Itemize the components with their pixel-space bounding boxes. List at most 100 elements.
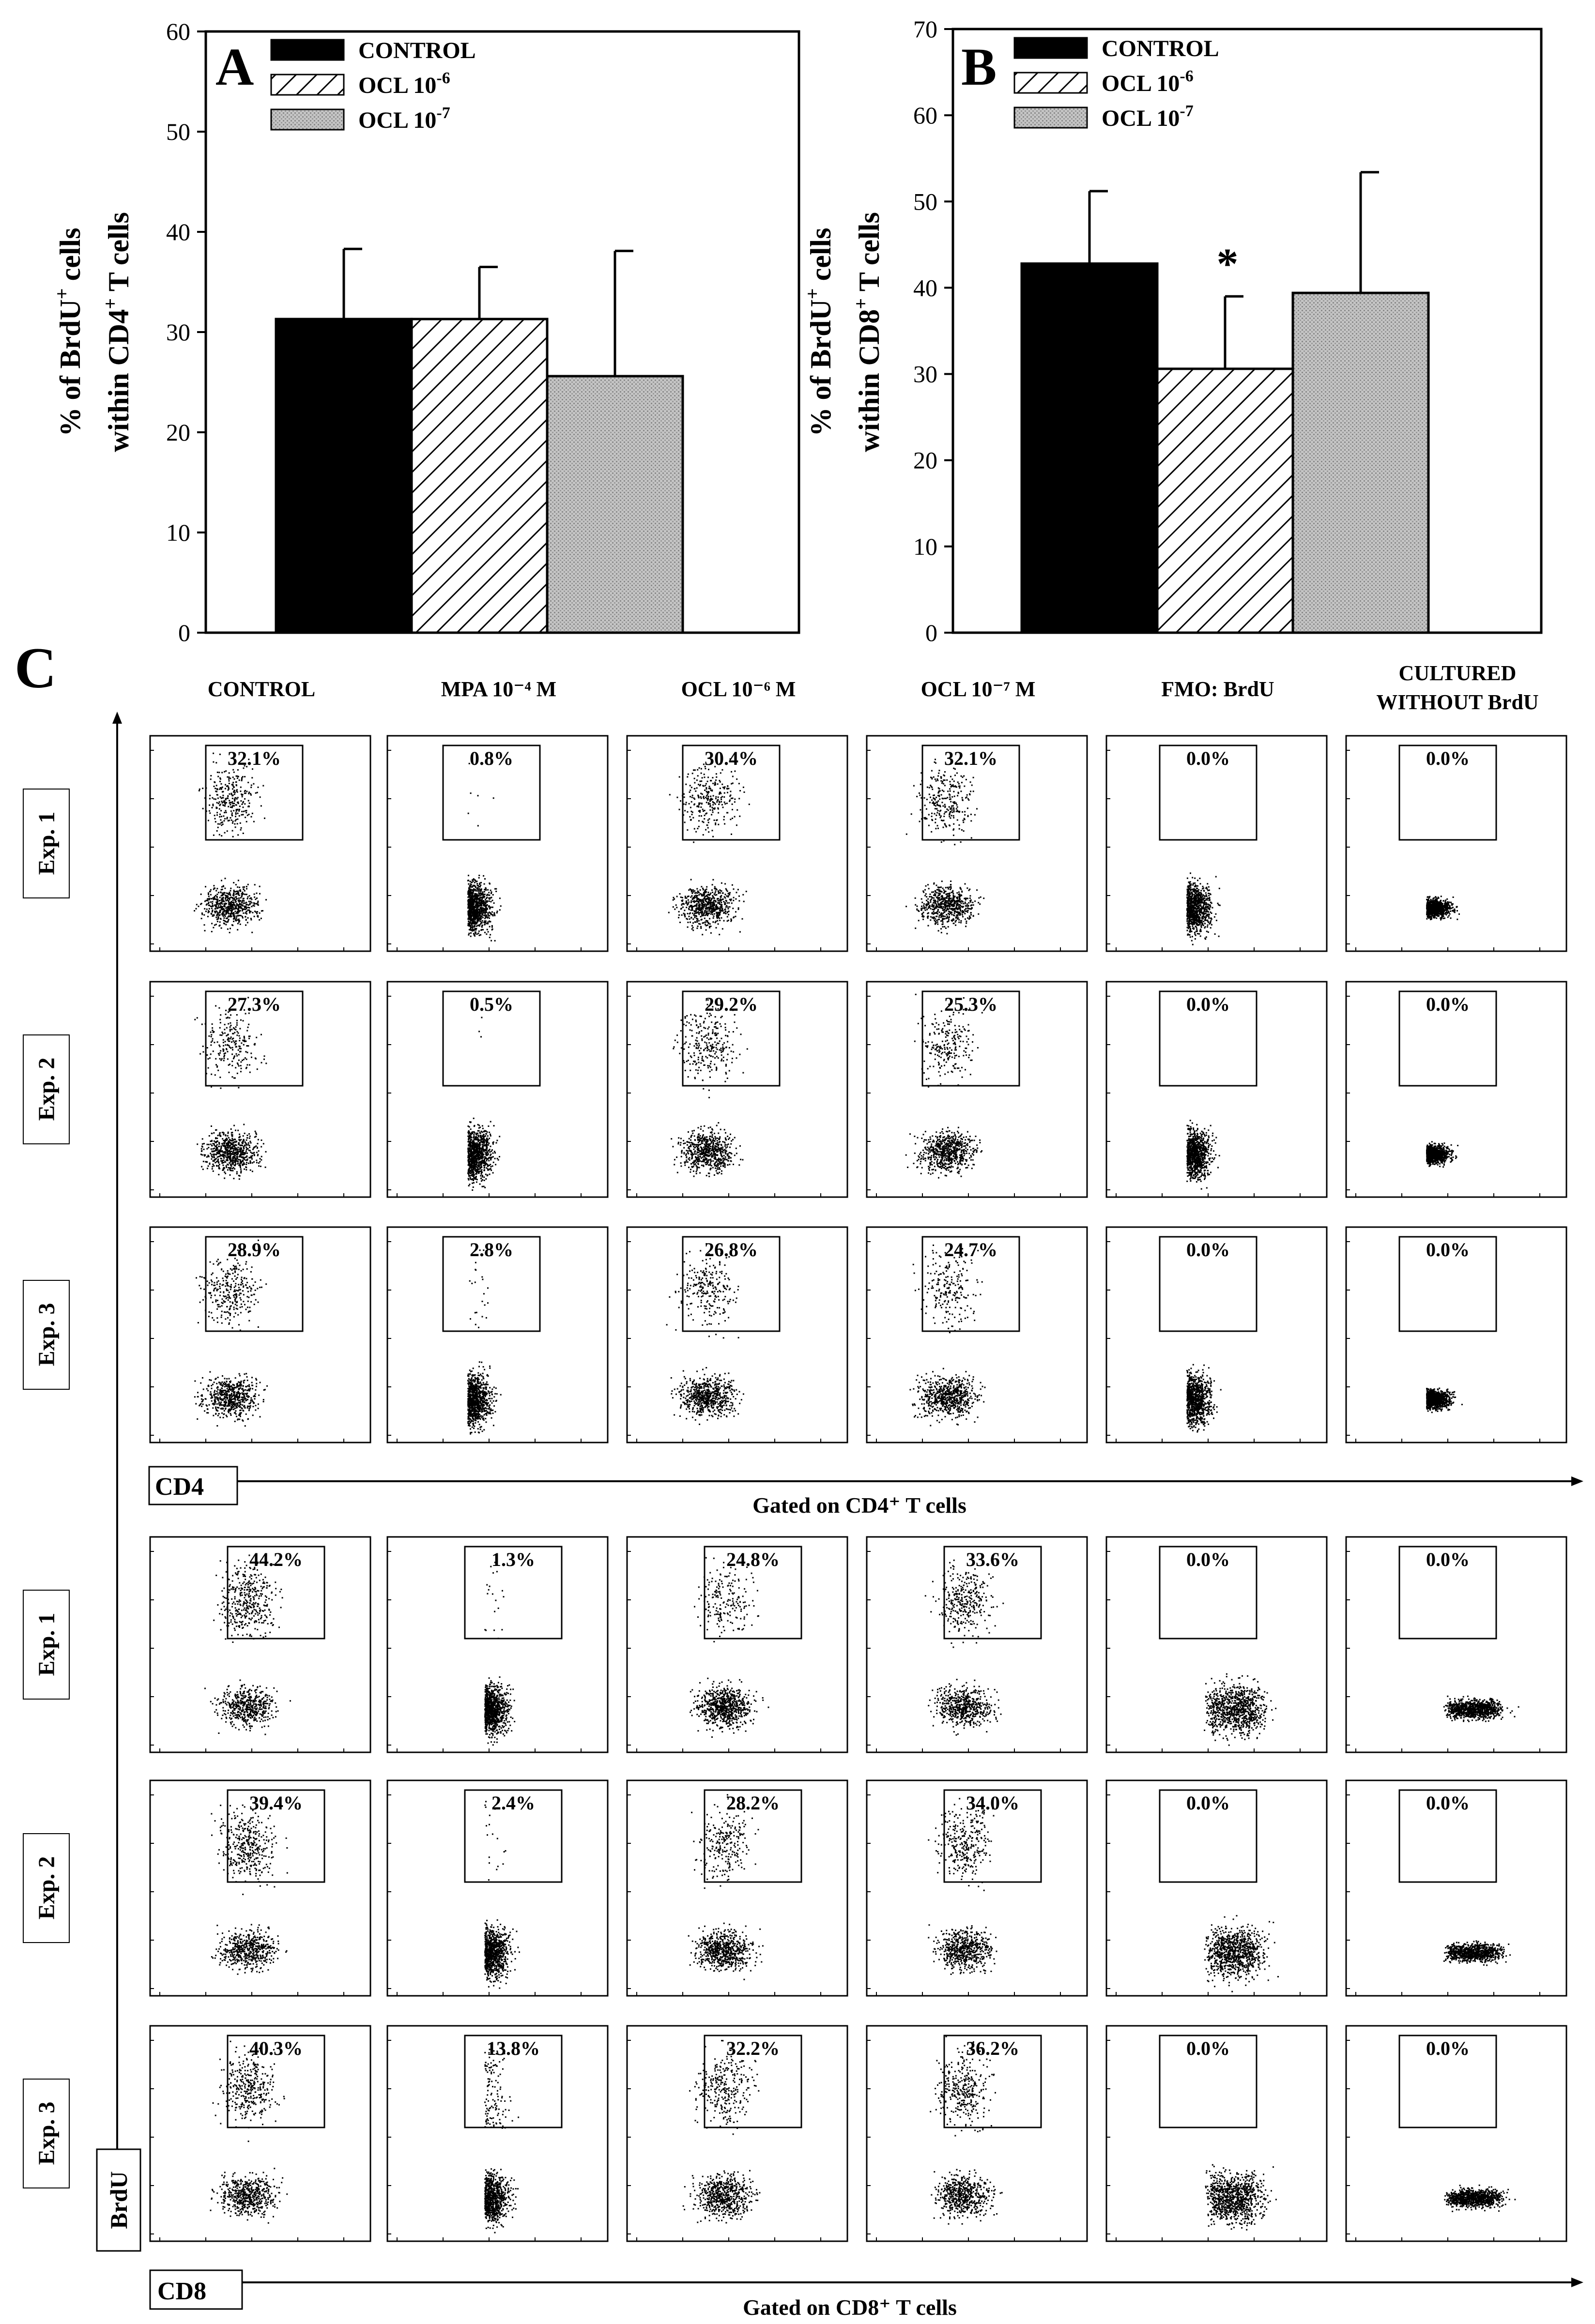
brdu-axis-arrowhead bbox=[112, 712, 122, 724]
legend-swatch bbox=[270, 39, 345, 61]
row-label-box bbox=[23, 1590, 70, 1700]
cd4-axis-label: CD4 bbox=[155, 1473, 204, 1501]
dot-plot-frame bbox=[1345, 735, 1567, 952]
cell-events bbox=[668, 758, 750, 936]
gate-percentage: 1.3% bbox=[491, 1549, 535, 1570]
cell-events bbox=[1443, 1940, 1511, 1966]
dot-plot: 0.0% bbox=[1105, 735, 1328, 952]
dot-plot: 40.3% bbox=[149, 2025, 371, 2242]
bar-ocl-10-7 bbox=[1291, 291, 1430, 634]
cell-events bbox=[1186, 1120, 1220, 1190]
cell-events bbox=[194, 752, 267, 933]
dot-plot: 25.3% bbox=[866, 981, 1088, 1198]
bars-a bbox=[275, 247, 684, 634]
dot-plot-frame bbox=[149, 735, 371, 952]
dot-plot-frame bbox=[866, 735, 1088, 952]
row-label: Exp. 2 bbox=[23, 1833, 70, 1943]
cell-events bbox=[1186, 872, 1221, 945]
dot-plot-frame bbox=[386, 981, 609, 1198]
gate-box bbox=[682, 1236, 781, 1332]
dot-plot-frame bbox=[866, 2025, 1088, 2242]
row-label: Exp. 1 bbox=[23, 1590, 70, 1700]
gate-percentage: 0.0% bbox=[1186, 1792, 1230, 1814]
y-tick-label: 40 bbox=[166, 218, 190, 245]
cell-events bbox=[682, 2040, 761, 2224]
dot-plot: 33.6% bbox=[866, 1536, 1088, 1753]
gate-box bbox=[921, 1236, 1020, 1332]
y-tick-label: 60 bbox=[166, 18, 190, 45]
legend-b: CONTROL OCL 10-6 OCL 10-7 bbox=[1013, 36, 1219, 131]
dot-plot: 0.0% bbox=[1105, 1779, 1328, 1997]
bar-ocl-10-6 bbox=[1156, 367, 1294, 634]
gate-percentage: 0.0% bbox=[1426, 1239, 1470, 1261]
dot-plot-frame bbox=[386, 1536, 609, 1753]
gate-percentage: 36.2% bbox=[966, 2037, 1019, 2059]
y-tick-label: 70 bbox=[913, 15, 937, 43]
cell-events bbox=[484, 2048, 520, 2233]
cell-events bbox=[211, 1804, 288, 1975]
gate-box bbox=[1398, 1546, 1497, 1640]
gate-box bbox=[205, 990, 304, 1087]
legend-label: CONTROL bbox=[358, 38, 476, 63]
y-tick-label: 30 bbox=[166, 319, 190, 346]
row-label: Exp. 3 bbox=[23, 1280, 70, 1390]
gate-box bbox=[442, 990, 541, 1087]
cell-events bbox=[1443, 1695, 1519, 1722]
row-label: Exp. 1 bbox=[23, 789, 70, 898]
dot-plot-frame bbox=[1105, 735, 1328, 952]
cd4-gate-label: Gated on CD4⁺ T cells bbox=[752, 1493, 966, 1518]
dot-plot: 27.3% bbox=[149, 981, 371, 1198]
dot-plot-frame bbox=[1345, 1226, 1567, 1443]
gate-percentage: 40.3% bbox=[249, 2037, 303, 2059]
dot-plot-frame bbox=[626, 981, 848, 1198]
y-tick-label: 60 bbox=[913, 102, 937, 129]
dot-plot-frame bbox=[1105, 981, 1328, 1198]
dot-plot: 0.8% bbox=[386, 735, 609, 952]
cell-events bbox=[690, 1557, 769, 1738]
gate-percentage: 0.0% bbox=[1426, 747, 1470, 769]
gate-percentage: 24.8% bbox=[726, 1549, 780, 1570]
column-header: CONTROL bbox=[208, 677, 315, 701]
cell-events bbox=[666, 1243, 744, 1425]
panel-label-b: B bbox=[961, 37, 997, 96]
dot-plot-frame bbox=[626, 1226, 848, 1443]
dot-plot: 2.4% bbox=[386, 1779, 609, 1997]
row-label: Exp. 2 bbox=[23, 1034, 70, 1144]
dot-plot-frame bbox=[866, 1536, 1088, 1753]
cd8-axis-arrowhead bbox=[1571, 2278, 1583, 2287]
gate-box bbox=[1159, 1789, 1258, 1883]
row-label-text: Exp. 2 bbox=[34, 1856, 60, 1920]
legend-label: OCL 10-6 bbox=[358, 69, 450, 98]
row-label-box bbox=[23, 1833, 70, 1943]
gate-box bbox=[1159, 990, 1258, 1087]
gate-box bbox=[205, 1236, 304, 1332]
cell-events bbox=[928, 1798, 997, 1975]
cell-events bbox=[1426, 896, 1460, 921]
gate-box bbox=[442, 744, 541, 841]
gate-percentage: 0.8% bbox=[470, 747, 513, 769]
cell-events bbox=[1444, 2184, 1516, 2212]
gate-percentage: 0.0% bbox=[1186, 1239, 1230, 1261]
gate-box bbox=[464, 2035, 563, 2128]
gate-percentage: 0.0% bbox=[1426, 993, 1470, 1015]
legend-label: OCL 10-7 bbox=[1102, 102, 1194, 131]
bars-b bbox=[1020, 171, 1430, 634]
cd8-axis-label: CD8 bbox=[157, 2278, 206, 2305]
dot-plot-frame bbox=[386, 1226, 609, 1443]
row-label-box bbox=[23, 1280, 70, 1390]
y-tick-label: 10 bbox=[166, 519, 190, 546]
dot-plot: 39.4% bbox=[149, 1779, 371, 1997]
gate-percentage: 34.0% bbox=[966, 1792, 1019, 1814]
dot-plot: 2.8% bbox=[386, 1226, 609, 1443]
gate-box bbox=[1159, 744, 1258, 841]
cell-events bbox=[484, 1562, 516, 1746]
column-header: WITHOUT BrdU bbox=[1376, 690, 1538, 714]
gate-percentage: 32.2% bbox=[726, 2037, 780, 2059]
y-tick-label: 0 bbox=[178, 619, 190, 646]
row-label-box bbox=[23, 2079, 70, 2188]
bar-chart-b: B CONTROL OCL 10-6 OCL 10-7 0 10 20 30 40 50 60 7… bbox=[801, 15, 1543, 646]
cell-events bbox=[1426, 1387, 1463, 1413]
dot-plot: 44.2% bbox=[149, 1536, 371, 1753]
y-axis-label-a: % of BrdU+ cells bbox=[51, 228, 86, 436]
y-axis-a: 0 10 20 30 40 50 60 bbox=[166, 18, 206, 646]
